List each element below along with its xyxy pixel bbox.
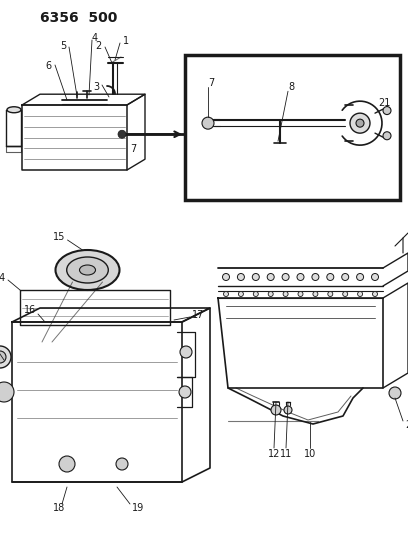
Circle shape: [372, 273, 379, 280]
Circle shape: [59, 456, 75, 472]
Text: 7: 7: [208, 77, 214, 87]
Bar: [185, 55, 400, 200]
Circle shape: [357, 292, 363, 296]
Circle shape: [118, 130, 126, 138]
Text: 17: 17: [192, 310, 204, 320]
Circle shape: [116, 458, 128, 470]
Text: 19: 19: [132, 503, 144, 513]
Circle shape: [179, 386, 191, 398]
Ellipse shape: [180, 346, 192, 358]
Circle shape: [268, 292, 273, 296]
Circle shape: [373, 292, 377, 296]
Circle shape: [313, 292, 318, 296]
Circle shape: [271, 405, 281, 415]
Text: 8: 8: [288, 82, 294, 92]
Text: 6356  500: 6356 500: [40, 11, 118, 25]
Text: 15: 15: [53, 232, 66, 242]
Circle shape: [383, 107, 391, 115]
Text: 16: 16: [24, 305, 36, 315]
Circle shape: [341, 273, 349, 280]
Circle shape: [389, 387, 401, 399]
Circle shape: [283, 292, 288, 296]
Text: 4: 4: [92, 33, 98, 43]
Circle shape: [237, 273, 244, 280]
Circle shape: [253, 292, 258, 296]
Circle shape: [222, 273, 229, 280]
Circle shape: [356, 119, 364, 127]
Circle shape: [284, 406, 292, 414]
Ellipse shape: [80, 265, 95, 275]
Text: 7: 7: [130, 144, 136, 154]
Ellipse shape: [55, 250, 120, 290]
Text: 3: 3: [93, 82, 99, 92]
Text: 2: 2: [96, 41, 102, 51]
Circle shape: [297, 273, 304, 280]
Text: 18: 18: [53, 503, 65, 513]
Circle shape: [357, 273, 364, 280]
Circle shape: [328, 292, 333, 296]
Circle shape: [238, 292, 244, 296]
Circle shape: [343, 292, 348, 296]
Ellipse shape: [0, 346, 11, 368]
Text: 5: 5: [60, 41, 66, 51]
Circle shape: [282, 273, 289, 280]
Text: 11: 11: [280, 449, 292, 459]
Circle shape: [350, 113, 370, 133]
Text: 6: 6: [46, 61, 52, 71]
Circle shape: [267, 273, 274, 280]
Ellipse shape: [7, 107, 21, 113]
Ellipse shape: [0, 351, 6, 363]
Circle shape: [327, 273, 334, 280]
Text: 10: 10: [304, 449, 316, 459]
Text: 14: 14: [0, 273, 6, 283]
Ellipse shape: [67, 257, 108, 283]
Text: 20: 20: [405, 420, 408, 430]
Text: 12: 12: [268, 449, 280, 459]
Circle shape: [0, 382, 14, 402]
Circle shape: [224, 292, 228, 296]
Text: 1: 1: [123, 36, 129, 46]
Circle shape: [202, 117, 214, 129]
Circle shape: [298, 292, 303, 296]
Circle shape: [312, 273, 319, 280]
Text: 21: 21: [378, 98, 390, 108]
Circle shape: [383, 132, 391, 140]
Circle shape: [252, 273, 259, 280]
